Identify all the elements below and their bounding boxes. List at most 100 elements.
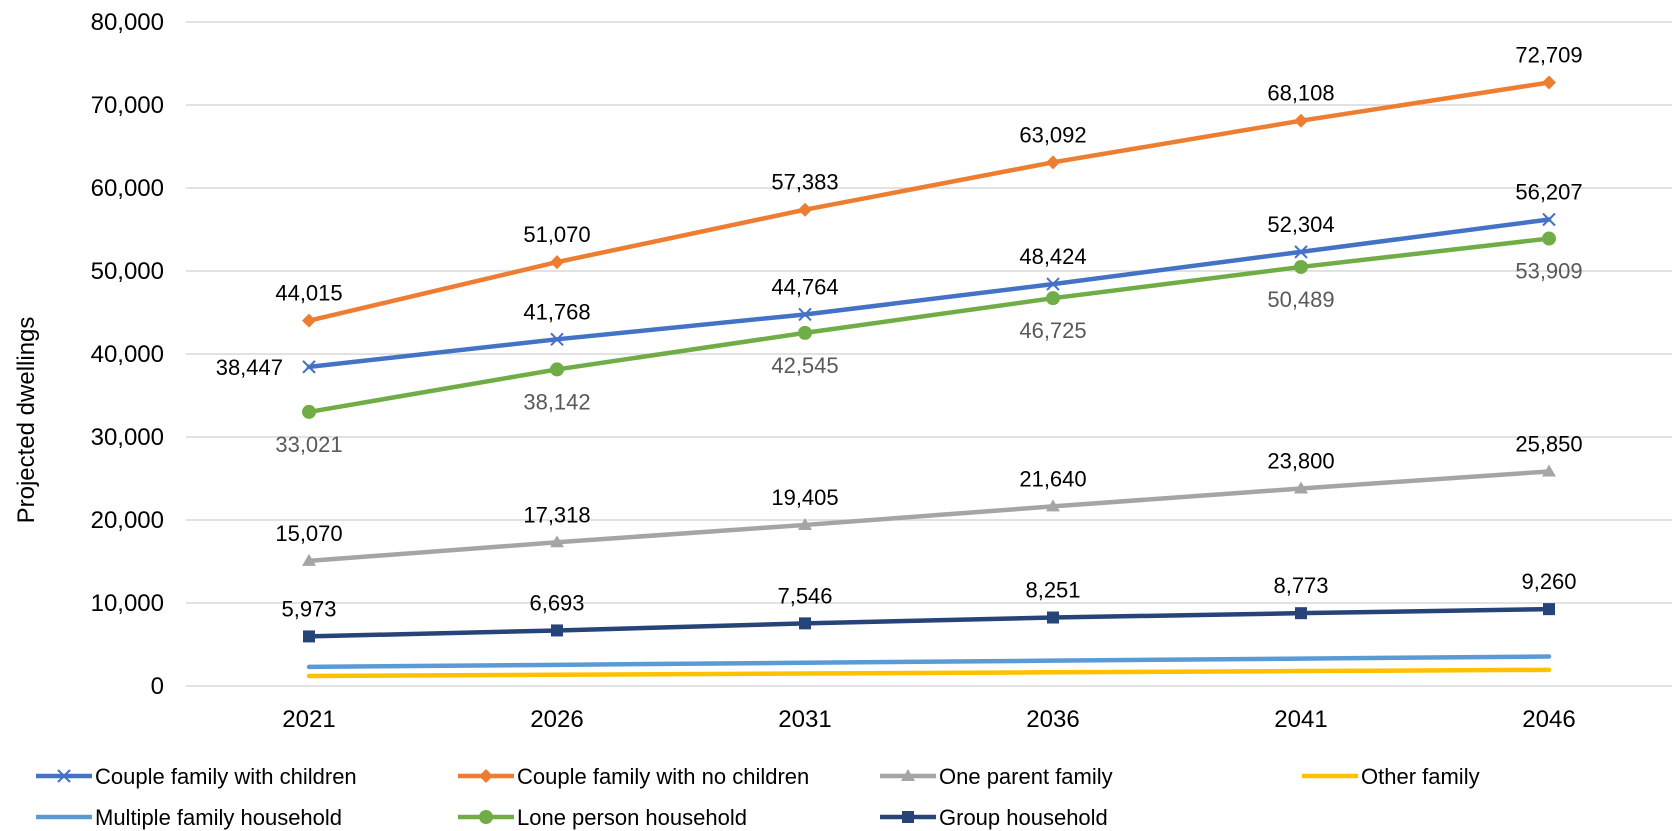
data-label-couple-family-with-no-children: 63,092	[1019, 122, 1086, 147]
legend-item-multiple-family-household: Multiple family household	[36, 805, 342, 830]
legend-marker-one-parent-family	[901, 769, 915, 781]
marker-one-parent-family	[550, 535, 564, 548]
legend-label-one-parent-family: One parent family	[939, 764, 1113, 789]
y-tick-label: 30,000	[91, 424, 164, 451]
marker-couple-family-with-no-children	[1046, 155, 1060, 170]
legend-label-couple-family-with-children: Couple family with children	[95, 764, 357, 789]
series-line-couple-family-with-no-children	[306, 80, 1552, 323]
marker-group-household	[1047, 611, 1059, 624]
y-tick-label: 50,000	[91, 258, 164, 285]
data-label-one-parent-family: 23,800	[1267, 448, 1334, 473]
marker-couple-family-with-children	[798, 307, 812, 322]
legend-label-multiple-family-household: Multiple family household	[95, 805, 342, 830]
series-lines	[306, 80, 1552, 679]
data-label-couple-family-with-children: 56,207	[1515, 179, 1582, 204]
data-label-group-household: 8,251	[1025, 578, 1080, 603]
data-label-one-parent-family: 25,850	[1515, 431, 1582, 456]
marker-lone-person-household	[302, 404, 316, 419]
marker-group-household	[551, 624, 563, 637]
data-label-one-parent-family: 19,405	[771, 485, 838, 510]
legend-label-lone-person-household: Lone person household	[517, 805, 747, 830]
data-label-lone-person-household: 46,725	[1019, 318, 1086, 343]
marker-group-household	[303, 630, 315, 643]
marker-lone-person-household	[798, 325, 812, 340]
data-label-lone-person-household: 53,909	[1515, 259, 1582, 284]
x-tick-label: 2036	[1026, 706, 1079, 733]
y-axis-tick-labels: 0 10,000 20,000 30,000 40,000 50,000 60,000 70,…	[91, 9, 164, 700]
data-label-group-household: 7,546	[777, 583, 832, 608]
data-label-lone-person-household: 38,142	[523, 389, 590, 414]
data-label-couple-family-with-children: 52,304	[1267, 212, 1334, 237]
x-tick-label: 2041	[1274, 706, 1327, 733]
legend-marker-couple-family-with-children	[57, 769, 71, 783]
y-tick-label: 0	[151, 673, 164, 700]
marker-couple-family-with-no-children	[302, 313, 316, 328]
marker-couple-family-with-no-children	[798, 202, 812, 217]
y-axis-label: Projected dwellings	[13, 317, 40, 524]
marker-couple-family-with-children	[1046, 277, 1060, 291]
legend-label-other-family: Other family	[1361, 764, 1480, 789]
data-label-one-parent-family: 21,640	[1019, 466, 1086, 491]
data-label-lone-person-household: 42,545	[771, 353, 838, 378]
legend-label-couple-family-with-no-children: Couple family with no children	[517, 764, 809, 789]
legend-item-group-household: Group household	[880, 805, 1108, 830]
marker-lone-person-household	[1542, 231, 1556, 246]
marker-lone-person-household	[1046, 291, 1060, 306]
marker-couple-family-with-children	[302, 360, 316, 374]
x-tick-label: 2026	[530, 706, 583, 733]
legend-item-other-family: Other family	[1302, 764, 1480, 789]
marker-one-parent-family	[302, 553, 316, 566]
data-label-couple-family-with-children: 41,768	[523, 299, 590, 324]
data-labels: 38,447 41,768 44,764 48,424 52,304 56,207 44,0…	[216, 43, 1583, 622]
legend-item-one-parent-family: One parent family	[880, 764, 1113, 789]
x-tick-label: 2046	[1522, 706, 1575, 733]
marker-couple-family-with-no-children	[1542, 75, 1556, 90]
series-line-couple-family-with-children	[306, 217, 1552, 370]
data-label-group-household: 6,693	[529, 590, 584, 615]
marker-couple-family-with-children	[550, 332, 564, 347]
data-label-group-household: 5,973	[281, 596, 336, 621]
series-line-one-parent-family	[306, 469, 1552, 564]
y-tick-label: 20,000	[91, 507, 164, 534]
series-line-multiple-family-household	[306, 654, 1552, 670]
legend: Couple family with children Couple family…	[36, 764, 1480, 830]
marker-lone-person-household	[1294, 259, 1308, 274]
legend-marker-couple-family-with-no-children	[479, 769, 493, 783]
data-label-couple-family-with-no-children: 68,108	[1267, 81, 1334, 106]
data-label-couple-family-with-children: 38,447	[216, 355, 283, 380]
marker-one-parent-family	[1294, 481, 1308, 494]
marker-one-parent-family	[798, 517, 812, 530]
x-tick-label: 2021	[282, 706, 335, 733]
data-label-couple-family-with-no-children: 44,015	[275, 281, 342, 306]
marker-group-household	[1295, 607, 1307, 620]
marker-couple-family-with-children	[1542, 212, 1556, 227]
y-tick-label: 80,000	[91, 9, 164, 36]
marker-group-household	[1543, 603, 1555, 616]
x-tick-label: 2031	[778, 706, 831, 733]
marker-lone-person-household	[550, 362, 564, 377]
legend-label-group-household: Group household	[939, 805, 1108, 830]
marker-group-household	[799, 617, 811, 630]
x-axis-tick-labels: 2021 2026 2031 2036 2041 2046	[282, 706, 1575, 733]
marker-one-parent-family	[1542, 464, 1556, 477]
marker-couple-family-with-children	[1294, 245, 1308, 259]
legend-item-couple-family-with-children: Couple family with children	[36, 764, 357, 789]
data-label-group-household: 9,260	[1521, 569, 1576, 594]
data-label-couple-family-with-no-children: 72,709	[1515, 43, 1582, 68]
y-tick-label: 10,000	[91, 590, 164, 617]
data-label-couple-family-with-no-children: 51,070	[523, 222, 590, 247]
legend-marker-lone-person-household	[479, 810, 493, 824]
marker-one-parent-family	[1046, 499, 1060, 512]
data-label-group-household: 8,773	[1273, 573, 1328, 598]
legend-marker-group-household	[902, 811, 914, 823]
series-line-other-family	[306, 667, 1552, 679]
marker-couple-family-with-no-children	[550, 255, 564, 270]
data-label-couple-family-with-children: 44,764	[771, 274, 838, 299]
legend-item-couple-family-with-no-children: Couple family with no children	[458, 764, 809, 789]
data-label-couple-family-with-children: 48,424	[1019, 244, 1086, 269]
data-label-one-parent-family: 17,318	[523, 502, 590, 527]
marker-couple-family-with-no-children	[1294, 113, 1308, 128]
y-tick-label: 70,000	[91, 92, 164, 119]
y-tick-label: 40,000	[91, 341, 164, 368]
